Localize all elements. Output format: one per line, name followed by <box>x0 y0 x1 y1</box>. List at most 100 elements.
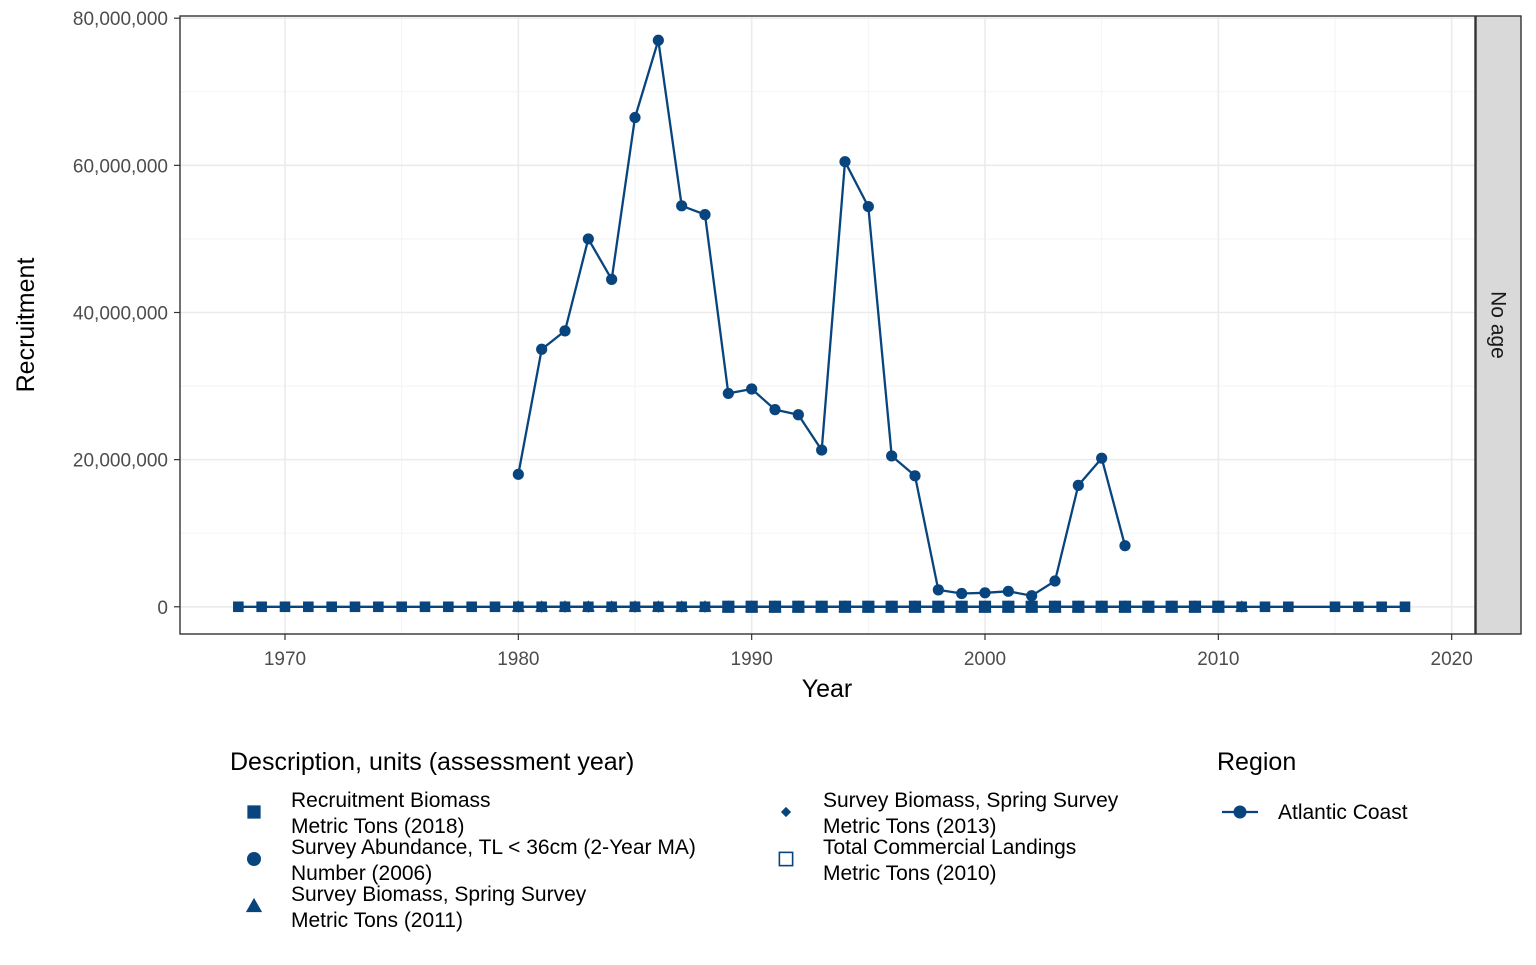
data-point-open-square <box>932 600 945 613</box>
data-point-circle <box>1026 590 1038 602</box>
data-point-square <box>1259 601 1271 613</box>
data-point-circle <box>839 156 851 168</box>
data-point-circle <box>746 383 758 395</box>
x-tick-label: 2020 <box>1431 649 1473 670</box>
data-point-circle <box>629 111 641 124</box>
data-point-diamond <box>605 600 618 613</box>
data-point-square <box>466 601 477 613</box>
data-point-circle <box>816 444 828 456</box>
x-tick-label: 1980 <box>497 649 539 670</box>
legend-region-label: Atlantic Coast <box>1278 801 1408 824</box>
legend-label-line2: Metric Tons (2013) <box>823 815 997 838</box>
x-axis-title: Year <box>802 675 853 703</box>
y-tick-label: 0 <box>157 598 168 619</box>
data-point-diamond <box>652 600 665 613</box>
y-axis: 0 20,000,000 40,000,000 60,000,000 80,000,00… <box>73 9 180 619</box>
x-tick-label: 1990 <box>731 649 773 670</box>
data-point-circle <box>676 200 688 212</box>
legend-description-title: Description, units (assessment year) <box>230 748 634 776</box>
data-point-diamond <box>1142 600 1155 613</box>
data-point-circle <box>886 450 898 462</box>
legend-key-open-square <box>778 851 794 867</box>
series-layer <box>233 34 1411 613</box>
data-point-diamond <box>1072 600 1085 613</box>
data-point-open-square <box>1142 600 1155 613</box>
legend-label-line1: Total Commercial Landings <box>823 836 1076 859</box>
panel-border <box>179 15 1476 635</box>
data-point-circle <box>1002 585 1014 597</box>
panel-background <box>180 16 1475 634</box>
y-tick-label: 80,000,000 <box>73 9 168 30</box>
data-point-open-square <box>955 600 968 613</box>
data-point-diamond <box>909 600 921 613</box>
data-point-circle <box>606 273 618 285</box>
data-point-diamond <box>535 600 548 613</box>
data-point-circle <box>979 587 991 599</box>
data-point-circle <box>1096 452 1108 464</box>
data-point-diamond <box>769 600 781 613</box>
data-point-circle <box>722 387 734 400</box>
data-point-open-square <box>1165 600 1178 613</box>
data-point-square <box>256 601 267 613</box>
legend-key-diamond <box>780 806 792 818</box>
legend-key-circle <box>247 852 261 866</box>
y-tick-label: 20,000,000 <box>73 451 168 472</box>
x-tick-label: 1970 <box>264 649 306 670</box>
data-point-circle <box>699 209 711 221</box>
data-point-diamond <box>815 600 828 613</box>
data-point-open-square <box>1212 600 1225 613</box>
data-point-diamond <box>1025 600 1038 613</box>
data-point-open-square <box>1118 600 1132 613</box>
data-point-open-square <box>885 600 898 613</box>
legend-label-line1: Survey Biomass, Spring Survey <box>823 789 1119 812</box>
legend-key-triangle <box>245 897 263 913</box>
legend-label-line2: Metric Tons (2010) <box>823 862 997 885</box>
x-tick-label: 2010 <box>1197 649 1239 670</box>
legend-label-line1: Survey Biomass, Spring Survey <box>291 883 587 906</box>
data-point-open-square <box>978 600 992 613</box>
legend-label-line1: Survey Abundance, TL < 36cm (2-Year MA) <box>291 836 696 859</box>
data-point-square <box>1353 601 1364 613</box>
data-point-square <box>1329 601 1341 613</box>
data-point-circle <box>512 468 524 480</box>
legend-label-line2: Number (2006) <box>291 862 432 885</box>
data-point-open-square <box>908 600 922 613</box>
data-point-open-square <box>792 600 805 613</box>
facet-strip-label: No age <box>1487 291 1510 359</box>
data-point-square <box>326 601 337 613</box>
data-point-open-square <box>1072 600 1085 613</box>
data-point-diamond <box>839 600 851 613</box>
data-point-diamond <box>559 600 571 613</box>
data-point-diamond <box>745 600 758 613</box>
data-point-open-square <box>722 600 735 613</box>
legend-key-square <box>247 805 261 819</box>
data-point-circle <box>909 470 921 482</box>
legend-label-line1: Recruitment Biomass <box>291 789 491 812</box>
data-point-open-square <box>1002 600 1015 613</box>
y-axis-title: Recruitment <box>12 258 40 393</box>
legend-description: Description, units (assessment year) Rec… <box>230 748 1119 932</box>
data-point-square <box>443 601 454 613</box>
data-point-diamond <box>1119 600 1131 613</box>
data-point-diamond <box>1165 600 1178 613</box>
data-point-diamond <box>629 600 641 613</box>
data-point-diamond <box>512 600 525 613</box>
data-point-square <box>419 601 431 613</box>
data-point-diamond <box>1049 600 1061 613</box>
data-point-square <box>303 601 314 613</box>
data-point-open-square <box>838 600 852 613</box>
data-point-diamond <box>699 600 711 613</box>
data-point-circle <box>1119 540 1131 552</box>
data-point-square <box>489 601 501 613</box>
data-point-square <box>396 601 407 613</box>
data-point-open-square <box>1188 600 1202 613</box>
data-point-open-square <box>1048 600 1062 613</box>
data-point-circle <box>932 584 944 596</box>
data-point-diamond <box>1189 600 1201 613</box>
data-point-square <box>1283 601 1294 613</box>
data-point-open-square <box>745 600 758 613</box>
data-point-circle <box>862 200 874 213</box>
legend-region: Region Atlantic Coast <box>1217 748 1408 824</box>
data-point-diamond <box>1002 600 1015 613</box>
